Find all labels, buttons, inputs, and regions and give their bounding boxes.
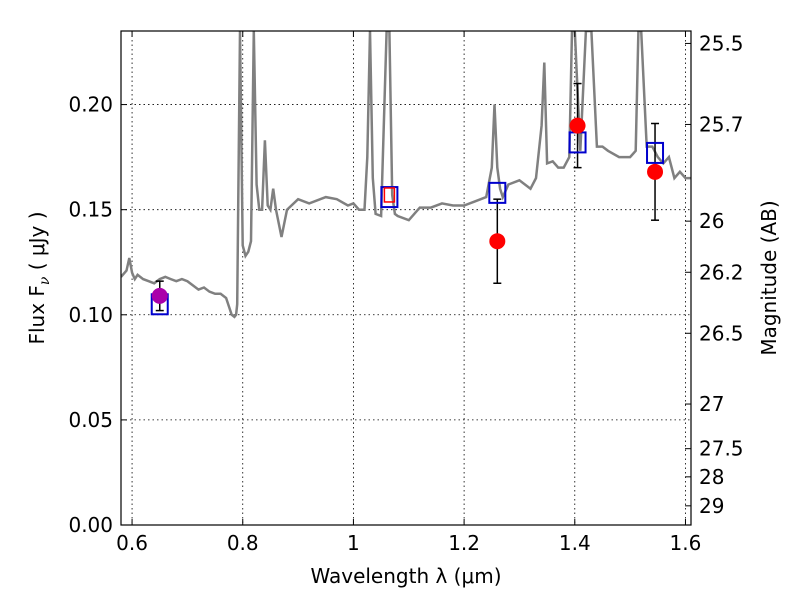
magnitude-tick-label: 28 — [699, 465, 724, 489]
y-tick-label: 0.10 — [68, 303, 113, 327]
y-tick-label: 0.00 — [68, 513, 113, 537]
observed-point — [151, 287, 168, 304]
x-tick-label: 1 — [347, 531, 360, 555]
magnitude-tick-label: 25.7 — [699, 112, 744, 136]
square-markers — [150, 131, 665, 316]
plot-area — [121, 31, 691, 319]
magnitude-tick-label: 26 — [699, 209, 724, 233]
model-spectrum-line — [121, 31, 691, 319]
y2-axis-label: Magnitude (AB) — [757, 200, 781, 355]
y-tick-label: 0.15 — [68, 198, 113, 222]
error-bars — [155, 82, 660, 312]
y-axis-label-subscript: ν — [37, 276, 53, 285]
model-square-marker — [646, 141, 665, 164]
magnitude-tick-label: 29 — [699, 494, 724, 518]
x-tick-label: 1.2 — [448, 531, 480, 555]
y-axis: 0.00 0.05 0.10 0.15 0.20 — [68, 93, 127, 537]
x-tick-label: 1.4 — [559, 531, 591, 555]
model-square-marker — [488, 181, 507, 204]
observed-point — [569, 117, 586, 134]
y-tick-label: 0.20 — [68, 93, 113, 117]
magnitude-tick-label: 25.5 — [699, 31, 744, 55]
observed-point-open — [383, 187, 396, 203]
x-tick-label: 0.8 — [227, 531, 259, 555]
grid — [121, 31, 691, 526]
observed-point — [489, 233, 506, 250]
y-axis-label-unit: ( μJy ) — [25, 211, 49, 276]
magnitude-tick-label: 27 — [699, 392, 724, 416]
x-tick-label: 1.6 — [670, 531, 702, 555]
y-axis-label: Flux Fν ( μJy ) — [25, 211, 53, 344]
y-tick-label: 0.05 — [68, 408, 113, 432]
y-axis-label-main: Flux F — [25, 285, 49, 344]
model-square-marker — [380, 186, 399, 209]
x-tick-label: 0.6 — [116, 531, 148, 555]
magnitude-axis: 25.5 25.7 26 26.2 26.5 27 27.5 28 29 — [685, 31, 744, 518]
observed-point — [647, 163, 664, 180]
magnitude-tick-label: 26.5 — [699, 321, 744, 345]
plot-frame — [120, 30, 692, 526]
magnitude-tick-label: 26.2 — [699, 260, 744, 284]
magnitude-tick-label: 27.5 — [699, 437, 744, 461]
x-axis: 0.6 0.8 1 1.2 1.4 1.6 — [116, 31, 701, 555]
x-axis-label: Wavelength λ (μm) — [310, 564, 501, 588]
observed-points — [151, 117, 664, 304]
